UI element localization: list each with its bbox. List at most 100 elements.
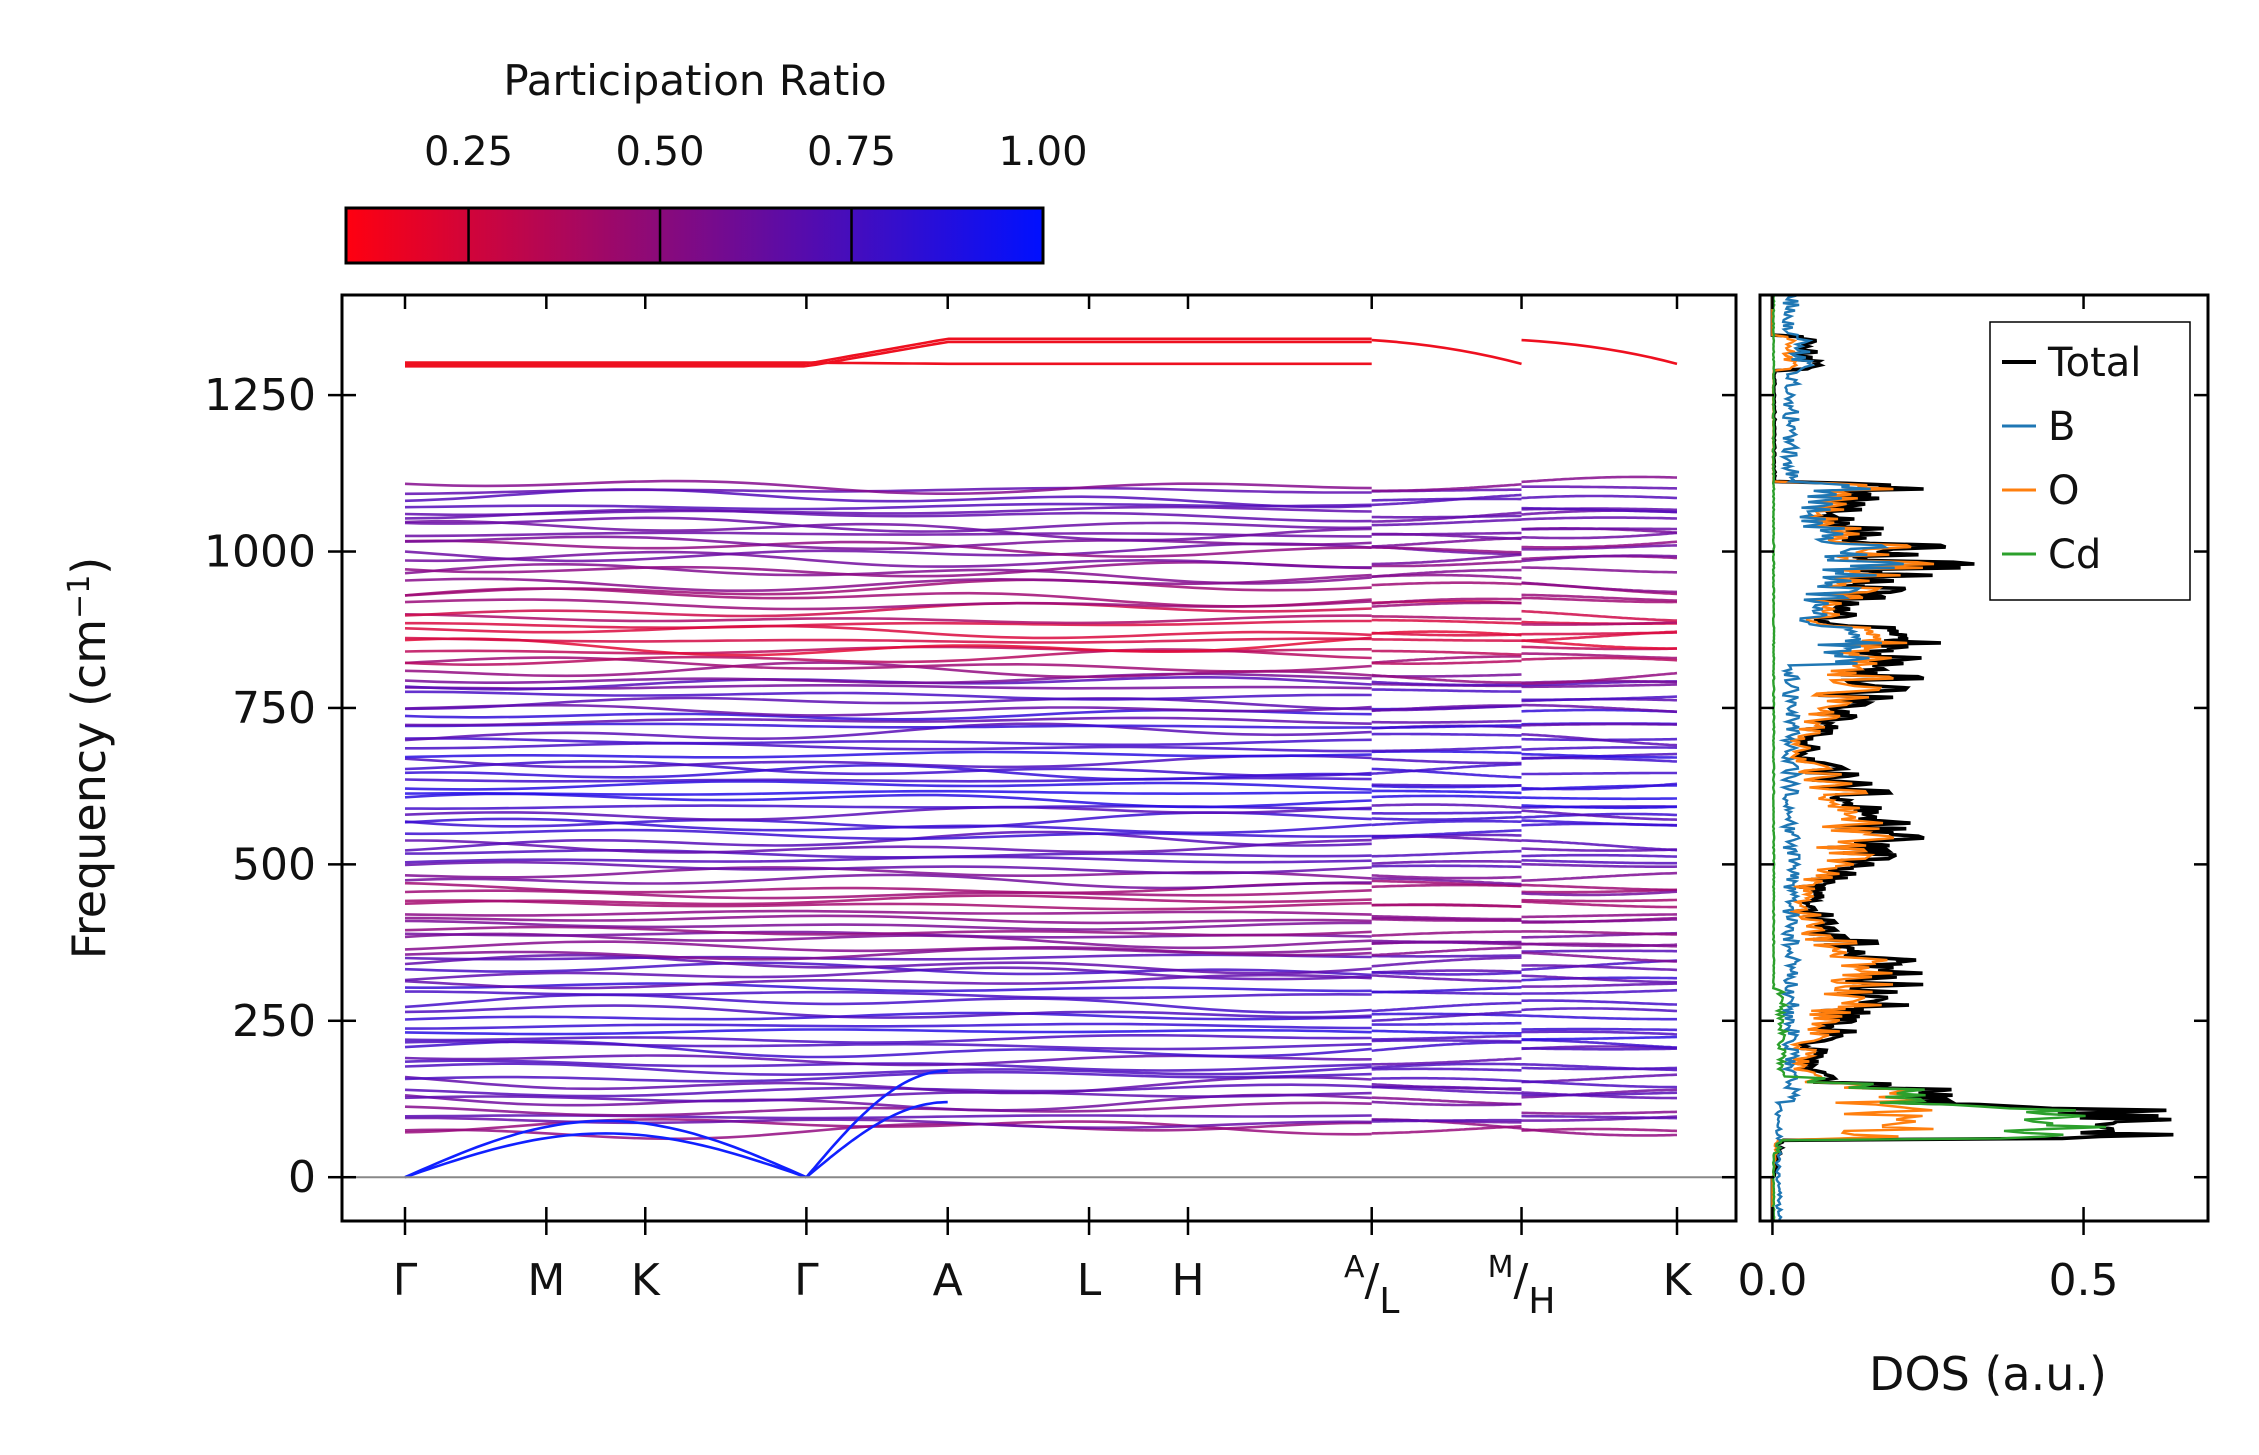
- phonon-branch: [1371, 971, 1522, 976]
- phonon-branch: [1371, 1125, 1522, 1135]
- phonon-branch: [1371, 946, 1522, 957]
- phonon-branch: [1371, 1062, 1522, 1069]
- phonon-branch: [1521, 630, 1678, 643]
- phonon-branch: [1521, 671, 1678, 685]
- colorbar-gradient: [344, 206, 1045, 265]
- phonon-branch: [404, 953, 1372, 961]
- phonon-branch: [1521, 596, 1677, 604]
- phonon-branch: [1371, 1041, 1522, 1052]
- colorbar-ticks: 0.25 0.50 0.75 1.00: [424, 129, 1088, 263]
- phonon-branch: [1521, 1127, 1678, 1133]
- phonon-branch: [1521, 1073, 1678, 1084]
- phonon-branch: [1521, 862, 1678, 868]
- phonon-branch: [1371, 601, 1522, 608]
- phonon-branch: [1521, 485, 1678, 490]
- phonon-branch: [404, 539, 1372, 558]
- phonon-branch: [1371, 874, 1522, 880]
- phonon-branch: [1371, 553, 1522, 566]
- phonon-branch: [1521, 871, 1678, 882]
- phonon-branch: [404, 542, 1372, 563]
- phonon-branch-high: [405, 361, 1372, 366]
- phonon-branch: [1371, 581, 1522, 587]
- phonon-branch: [1521, 1014, 1677, 1021]
- phonon-branch: [404, 722, 1372, 742]
- phonon-branch: [1521, 683, 1678, 689]
- phonon-branch: [1521, 1114, 1678, 1120]
- phonon-branch: [1371, 803, 1522, 810]
- phonon-branch: [1371, 514, 1522, 519]
- phonon-branch: [1371, 849, 1522, 858]
- phonon-branch: [1371, 745, 1522, 753]
- legend-label: Total: [2047, 340, 2141, 386]
- phonon-branch: [1521, 898, 1678, 903]
- phonon-branch: [1521, 527, 1677, 531]
- phonon-branch: [1521, 900, 1677, 909]
- phonon-branch: [404, 516, 1372, 533]
- phonon-branch: [1521, 982, 1677, 988]
- phonon-branch: [1371, 1039, 1522, 1043]
- phonon-branch: [404, 860, 1372, 875]
- phonon-branch: [1371, 969, 1522, 974]
- phonon-branch: [1521, 1079, 1678, 1089]
- phonon-branch: [1371, 917, 1522, 922]
- phonon-branch: [404, 1101, 1372, 1117]
- phonon-branch: [404, 899, 1372, 911]
- phonon-branch: [404, 914, 1372, 925]
- phonon-branch: [1521, 1027, 1678, 1032]
- phonon-branch: [404, 1028, 1372, 1036]
- phonon-branch: [1521, 839, 1678, 852]
- phonon-branch: [404, 961, 1372, 977]
- legend-label: B: [2048, 404, 2075, 450]
- phonon-branch: [404, 563, 1372, 585]
- phonon-branch: [404, 636, 1372, 644]
- phonon-branch: [404, 873, 1372, 890]
- colorbar-title: Participation Ratio: [503, 56, 886, 105]
- phonon-branch: [404, 1004, 1372, 1019]
- phonon-branch: [1521, 942, 1678, 948]
- phonon-branch: [1371, 1076, 1522, 1083]
- phonon-branch: [404, 661, 1372, 679]
- phonon-branch: [1521, 771, 1677, 776]
- phonon-branch: [404, 519, 1372, 542]
- phonon-branch: [1371, 1100, 1522, 1107]
- phonon-branch: [1371, 1118, 1522, 1123]
- phonon-branch: [1371, 597, 1522, 605]
- phonon-branch: [405, 1116, 1372, 1129]
- phonon-branch: [1521, 639, 1677, 650]
- phonon-branch: [1521, 796, 1677, 801]
- phonon-branch: [1371, 483, 1522, 493]
- phonon-branch: [1371, 649, 1522, 656]
- phonon-branch: [1521, 475, 1678, 484]
- phonon-branch: [1521, 1007, 1678, 1013]
- colorbar-tick-label: 1.00: [998, 129, 1087, 175]
- phonon-branch: [1371, 1012, 1522, 1017]
- phonon-branch: [404, 722, 1372, 729]
- phonon-branch: [1521, 1110, 1678, 1115]
- phonon-branch: [1521, 746, 1678, 751]
- phonon-branch: [405, 742, 1372, 753]
- phonon-branch: [404, 656, 1372, 673]
- dos-curve-cd: [1771, 295, 2107, 1221]
- phonon-branch: [1371, 546, 1522, 554]
- phonon-branch: [1521, 1030, 1678, 1036]
- phonon-branch: [404, 973, 1372, 990]
- phonon-branch: [1371, 493, 1522, 507]
- phonon-branch: [1371, 1085, 1522, 1095]
- phonon-branch: [1521, 819, 1677, 827]
- phonon-branch: [1371, 767, 1522, 779]
- phonon-branch: [1371, 1029, 1522, 1035]
- phonon-branch: [1371, 704, 1522, 712]
- phonon-branch: [1371, 659, 1522, 665]
- phonon-branch: [404, 789, 1372, 796]
- phonon-branch: [1521, 652, 1678, 660]
- phonon-branch: [404, 919, 1372, 931]
- phonon-branch: [404, 894, 1372, 906]
- phonon-branch: [1371, 954, 1522, 958]
- phonon-branch: [404, 750, 1372, 759]
- phonon-branch: [1371, 732, 1522, 737]
- phonon-branch: [1521, 544, 1677, 551]
- phonon-branch: [404, 763, 1372, 781]
- phonon-branch: [1371, 879, 1522, 887]
- phonon-branch: [1371, 630, 1522, 637]
